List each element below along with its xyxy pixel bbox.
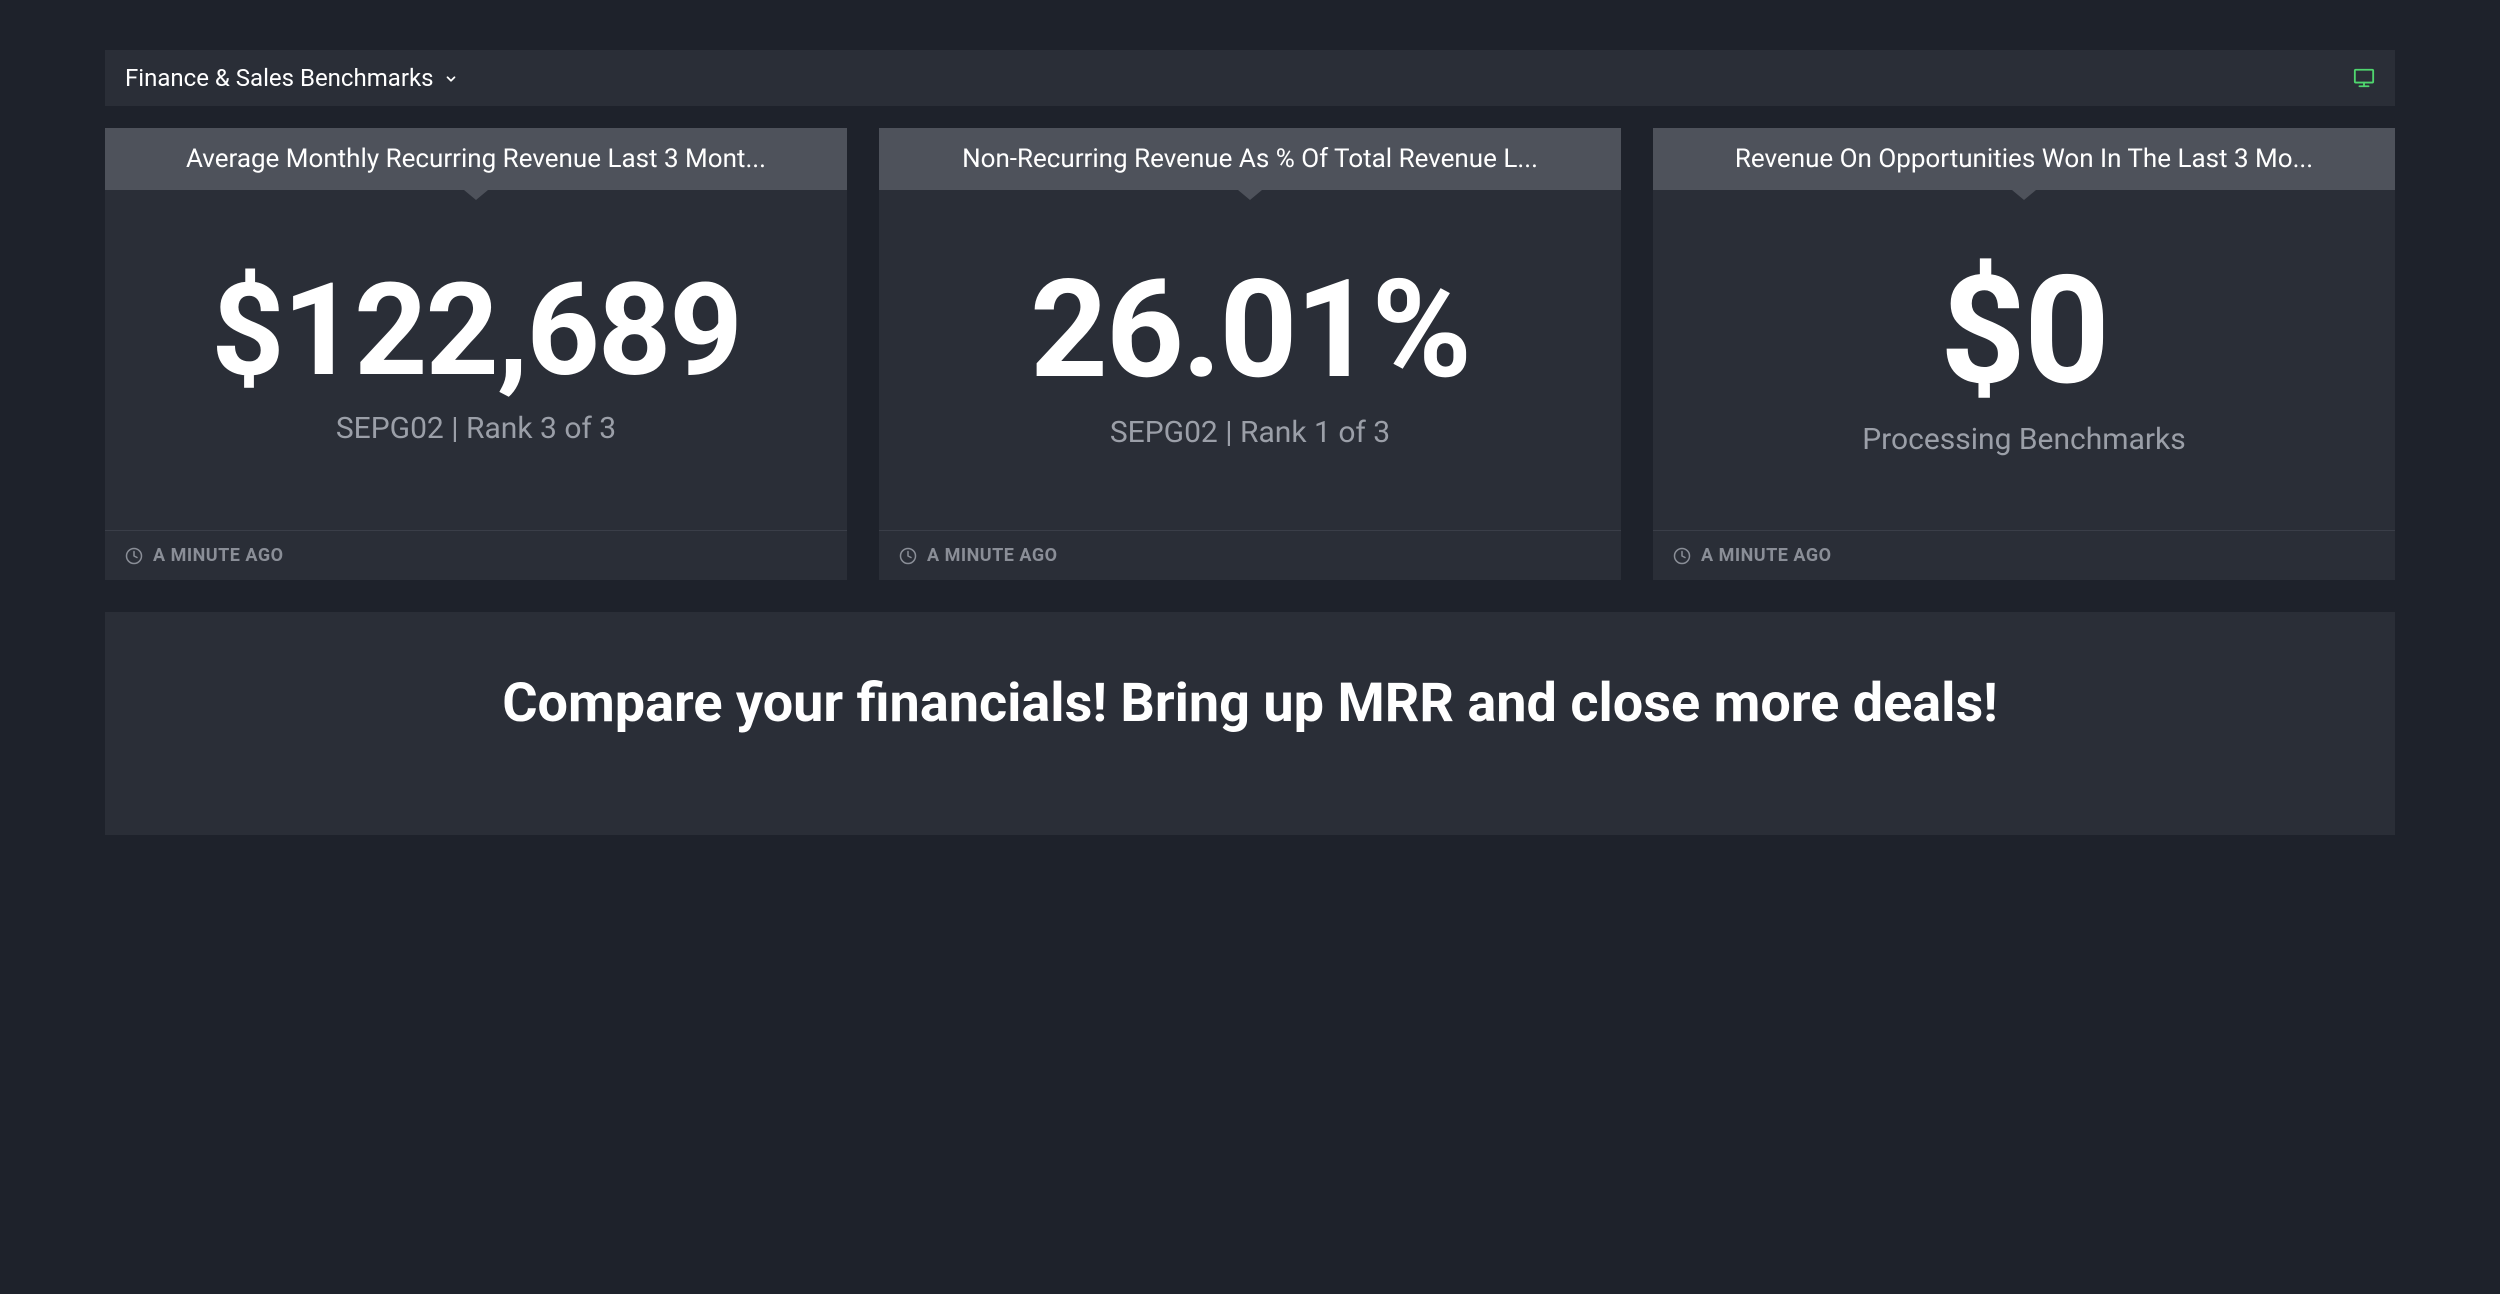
clock-icon [899, 547, 917, 565]
dashboard-page: Finance & Sales Benchmarks Average Month… [0, 0, 2500, 835]
banner-text: Compare your financials! Bring up MRR an… [145, 672, 2355, 735]
metric-card-nonrecurring[interactable]: Non-Recurring Revenue As % Of Total Reve… [879, 128, 1621, 580]
card-title: Average Monthly Recurring Revenue Last 3… [186, 144, 766, 174]
card-body: $0 Processing Benchmarks [1653, 190, 2395, 530]
card-title: Revenue On Opportunities Won In The Last… [1735, 144, 2313, 174]
cta-banner: Compare your financials! Bring up MRR an… [105, 612, 2395, 835]
card-footer: A MINUTE AGO [1653, 530, 2395, 580]
card-header: Non-Recurring Revenue As % Of Total Reve… [879, 128, 1621, 190]
clock-icon [1673, 547, 1691, 565]
metric-card-mrr[interactable]: Average Monthly Recurring Revenue Last 3… [105, 128, 847, 580]
updated-label: A MINUTE AGO [153, 545, 284, 566]
metric-cards-row: Average Monthly Recurring Revenue Last 3… [105, 128, 2395, 580]
updated-label: A MINUTE AGO [1701, 545, 1832, 566]
monitor-icon[interactable] [2353, 67, 2375, 89]
metric-value: 26.01% [1030, 260, 1470, 403]
card-body: $122,689 SEPG02 | Rank 3 of 3 [105, 190, 847, 530]
metric-subtitle: Processing Benchmarks [1862, 422, 2186, 457]
card-body: 26.01% SEPG02 | Rank 1 of 3 [879, 190, 1621, 530]
card-footer: A MINUTE AGO [105, 530, 847, 580]
metric-card-opportunities[interactable]: Revenue On Opportunities Won In The Last… [1653, 128, 2395, 580]
metric-value: $122,689 [211, 264, 741, 398]
updated-label: A MINUTE AGO [927, 545, 1058, 566]
header-bar: Finance & Sales Benchmarks [105, 50, 2395, 106]
dashboard-title: Finance & Sales Benchmarks [125, 64, 434, 92]
metric-subtitle: SEPG02 | Rank 3 of 3 [336, 411, 616, 446]
chevron-down-icon [444, 71, 458, 85]
metric-subtitle: SEPG02 | Rank 1 of 3 [1110, 415, 1390, 450]
clock-icon [125, 547, 143, 565]
metric-value: $0 [1940, 253, 2108, 411]
dashboard-selector[interactable]: Finance & Sales Benchmarks [125, 64, 458, 92]
card-title: Non-Recurring Revenue As % Of Total Reve… [962, 144, 1538, 174]
card-header: Revenue On Opportunities Won In The Last… [1653, 128, 2395, 190]
card-header: Average Monthly Recurring Revenue Last 3… [105, 128, 847, 190]
card-footer: A MINUTE AGO [879, 530, 1621, 580]
